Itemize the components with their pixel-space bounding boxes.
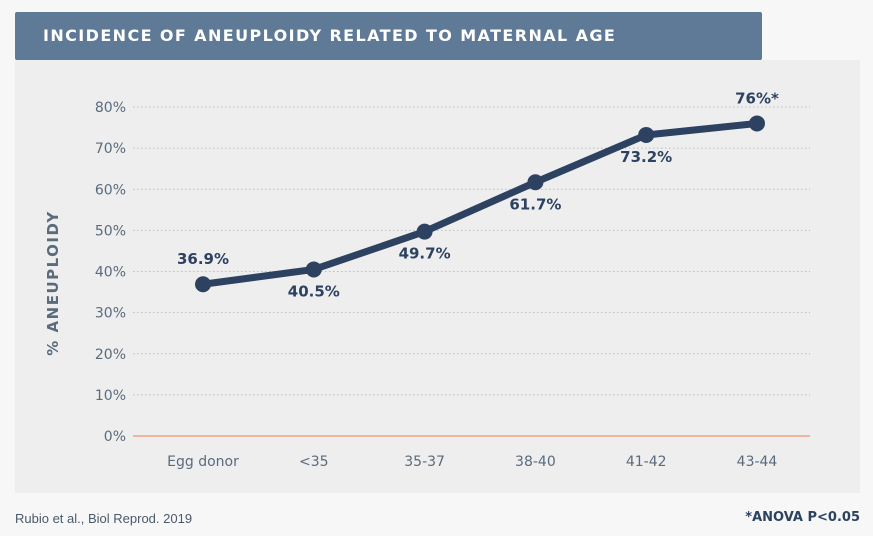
y-tick-label: 50% bbox=[95, 223, 126, 239]
title-bar: INCIDENCE OF ANEUPLOIDY RELATED TO MATER… bbox=[15, 12, 762, 60]
x-tick-label: 43-44 bbox=[737, 454, 778, 470]
series-line bbox=[199, 119, 761, 288]
y-axis-label: % ANEUPLOIDY bbox=[44, 210, 62, 355]
x-tick-label: 38-40 bbox=[515, 454, 556, 470]
data-label: 73.2% bbox=[620, 148, 672, 166]
data-label: 40.5% bbox=[288, 282, 340, 300]
y-tick-label: 70% bbox=[95, 141, 126, 157]
y-tick-label: 60% bbox=[95, 182, 126, 198]
data-point bbox=[416, 223, 433, 240]
x-tick-label: 35-37 bbox=[404, 454, 445, 470]
x-tick-label: <35 bbox=[299, 454, 329, 470]
y-tick-label: 20% bbox=[95, 347, 126, 363]
x-tick-label: Egg donor bbox=[167, 454, 239, 470]
chart-title: INCIDENCE OF ANEUPLOIDY RELATED TO MATER… bbox=[43, 26, 617, 45]
y-tick-label: 0% bbox=[104, 429, 126, 445]
footnote: *ANOVA P<0.05 bbox=[745, 510, 860, 525]
data-point bbox=[638, 126, 655, 143]
y-tick-label: 80% bbox=[95, 100, 126, 116]
data-point bbox=[305, 261, 322, 278]
data-point bbox=[527, 174, 544, 191]
data-label: 76%* bbox=[735, 89, 779, 107]
y-tick-label: 10% bbox=[95, 388, 126, 404]
data-label: 61.7% bbox=[509, 195, 561, 213]
data-point bbox=[195, 276, 211, 293]
x-tick-label: 41-42 bbox=[626, 454, 667, 470]
y-tick-label: 40% bbox=[95, 265, 126, 281]
y-tick-label: 30% bbox=[95, 306, 126, 322]
data-point bbox=[749, 115, 765, 132]
source-citation: Rubio et al., Biol Reprod. 2019 bbox=[15, 511, 193, 526]
data-label: 49.7% bbox=[399, 245, 451, 263]
data-label: 36.9% bbox=[177, 250, 229, 268]
chart-panel bbox=[15, 60, 860, 493]
